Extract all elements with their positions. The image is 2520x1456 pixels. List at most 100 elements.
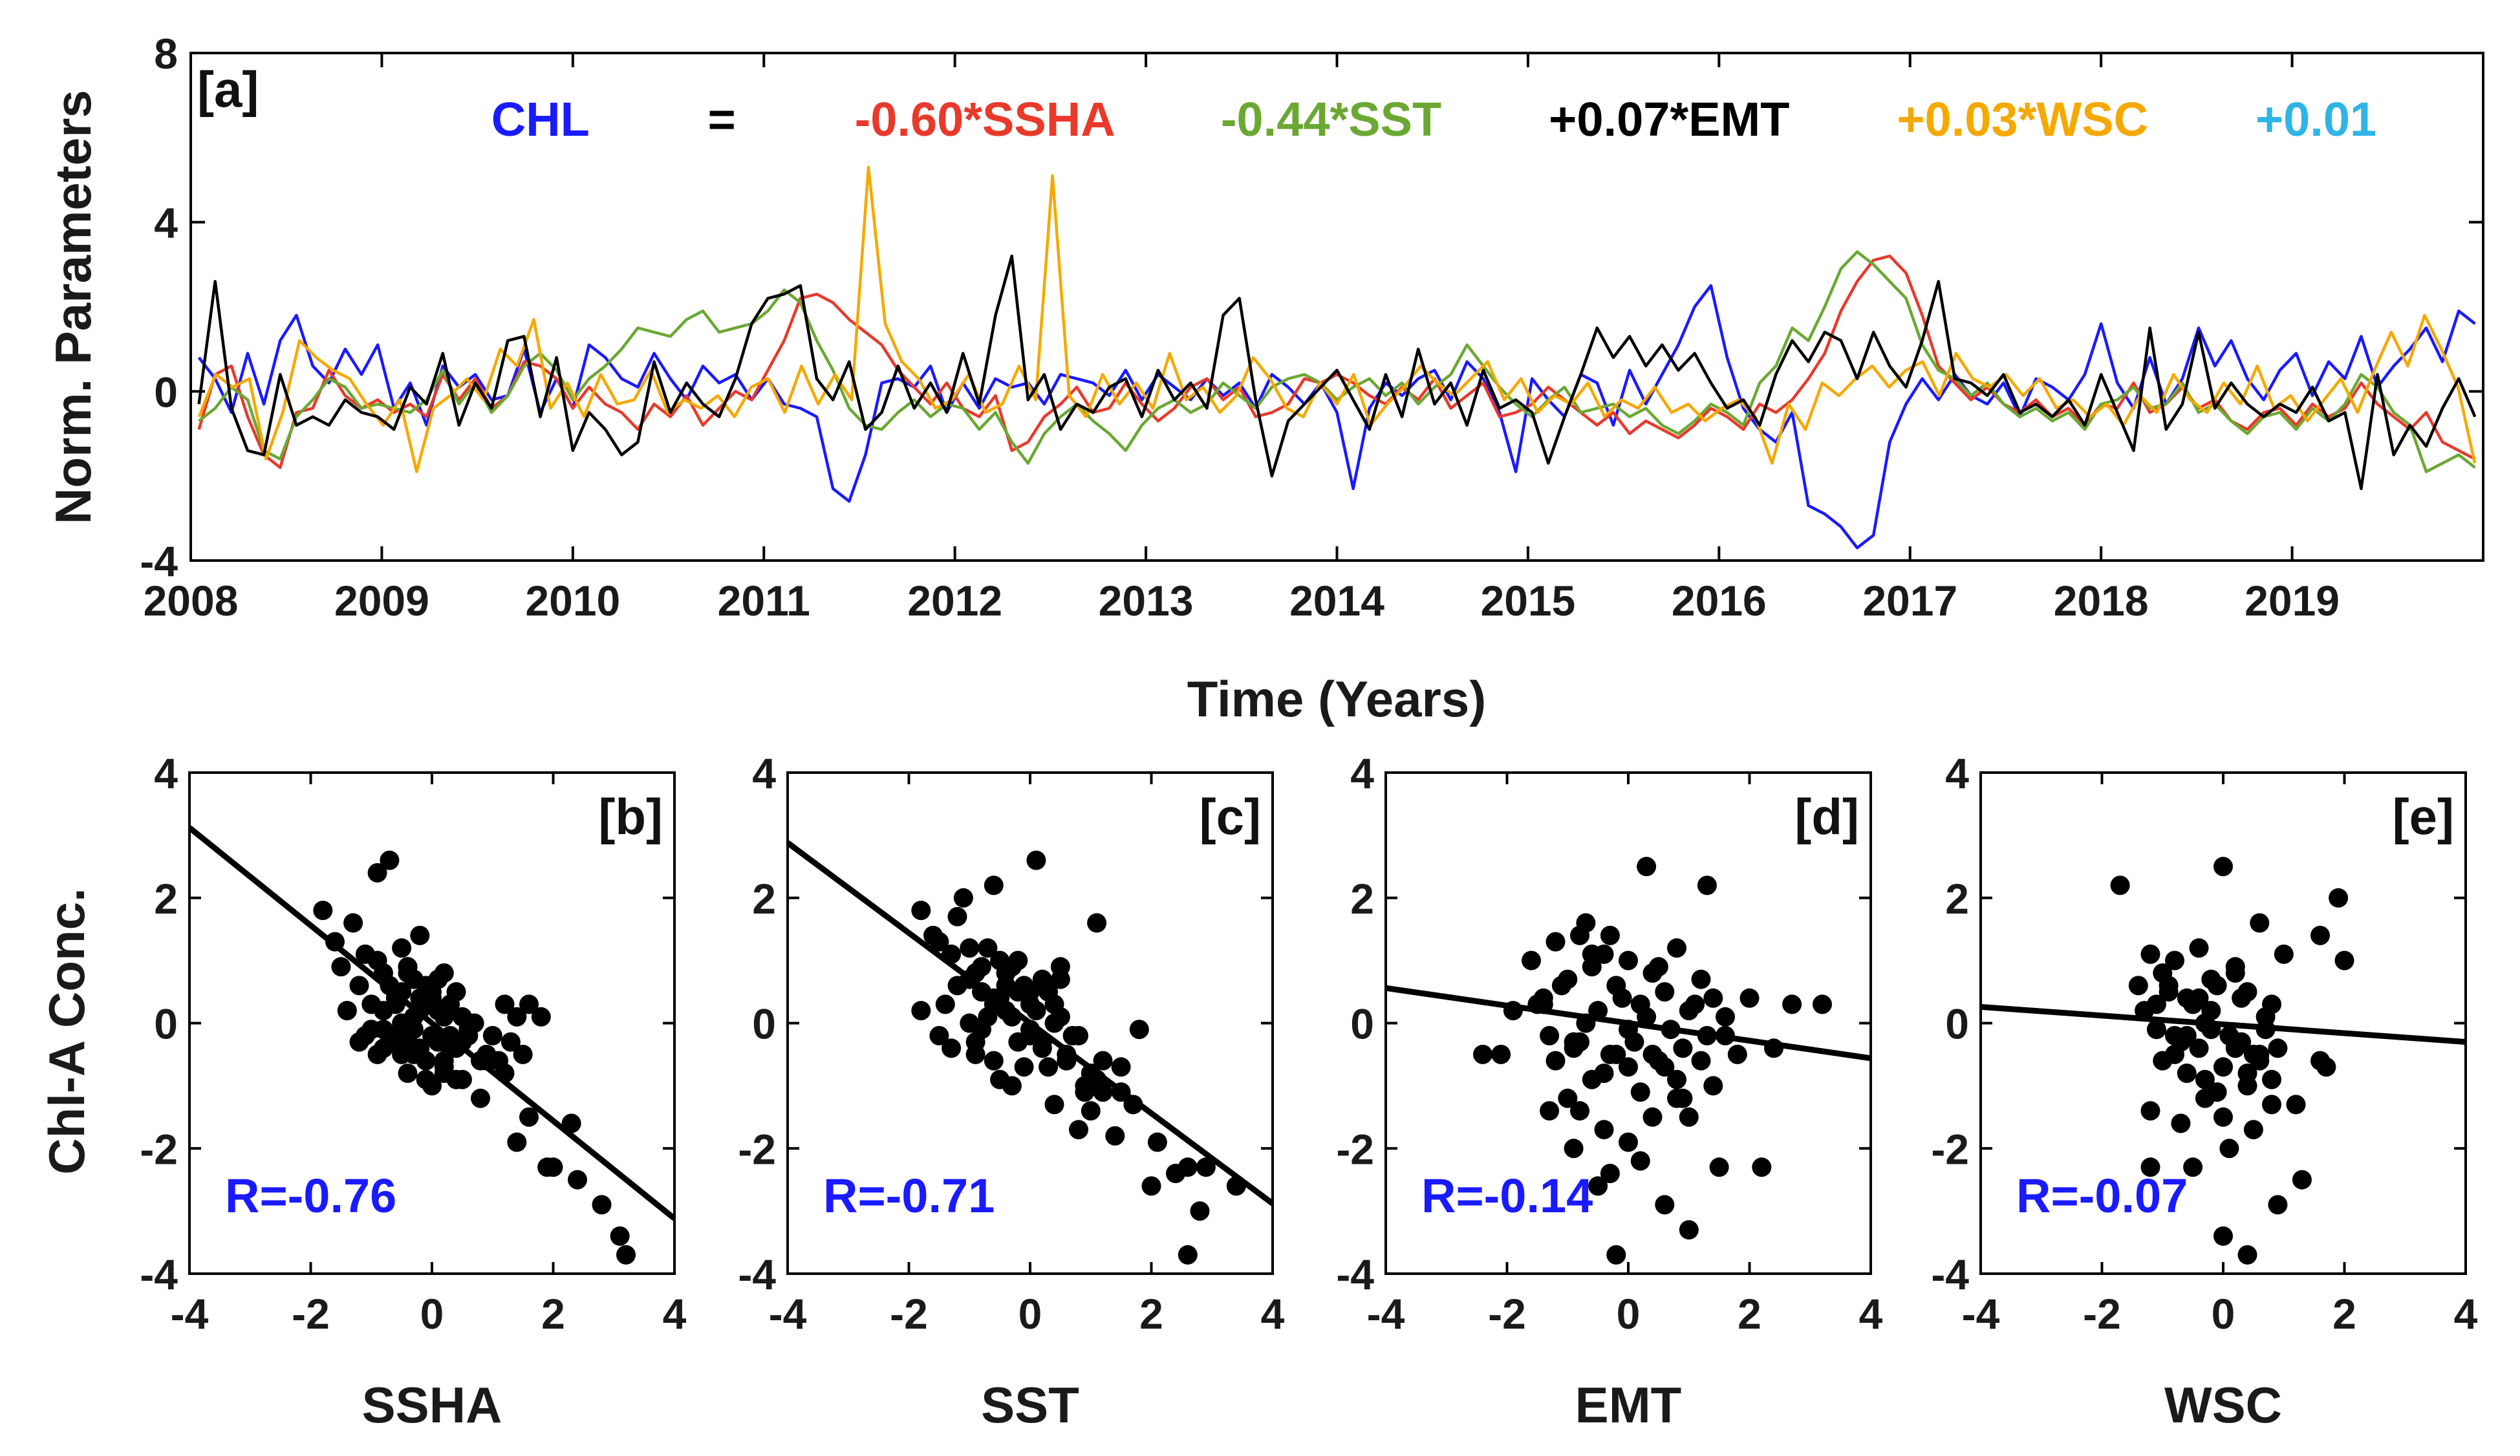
sst-scatter-point: [1111, 1057, 1131, 1077]
panel-a-xtick-label: 2018: [2054, 577, 2149, 625]
wsc-scatter-point: [2237, 1064, 2257, 1083]
ssha-xlabel: SSHA: [362, 1376, 502, 1433]
ssha-scatter-point: [392, 938, 412, 958]
emt-scatter-point: [1655, 982, 1675, 1002]
ssha-scatter-point: [349, 1032, 369, 1052]
emt-scatter-point: [1679, 1107, 1699, 1127]
emt-scatter-point: [1588, 1176, 1608, 1196]
panel-a-ytick-label: 8: [154, 30, 178, 78]
sst-scatter-point: [1008, 982, 1028, 1002]
wsc-scatter-point: [2232, 1032, 2252, 1052]
sst-ytick-label: -4: [738, 1250, 776, 1298]
ssha-regression-line: [189, 825, 674, 1221]
wsc-scatter-point: [2329, 888, 2349, 908]
emt-scatter-point: [1685, 994, 1705, 1014]
wsc-scatter-point: [2268, 1195, 2288, 1215]
ssha-scatter-point: [313, 901, 333, 921]
ssha-scatter-point: [374, 1020, 393, 1040]
sst-scatter-point: [1044, 1095, 1064, 1115]
sst-scatter-point: [1105, 1126, 1125, 1146]
ssha-xtick-label: -2: [292, 1290, 330, 1338]
ssha-xtick-label: 4: [663, 1290, 687, 1338]
sst-ytick-label: 0: [752, 1000, 776, 1048]
sst-xtick-label: -2: [890, 1290, 928, 1338]
panel-b-ssha-scatter: -4 -2 0 2 4 -4 -2 0 2 4 [b] R=-0.76 SSHA: [140, 749, 686, 1433]
emt-scatter-point: [1703, 988, 1723, 1008]
emt-scatter-point: [1564, 1032, 1584, 1052]
sst-scatter-point: [929, 1025, 949, 1045]
equation-term-intercept: +0.01: [2256, 92, 2376, 146]
ssha-panel-label: [b]: [598, 788, 663, 845]
sst-scatter-point: [1069, 1025, 1088, 1045]
sst-xlabel: SST: [981, 1376, 1079, 1433]
wsc-scatter-point: [2183, 1157, 2203, 1177]
emt-scatter-point: [1716, 1007, 1735, 1027]
wsc-scatter-point: [2177, 1064, 2197, 1083]
emt-scatter-point: [1637, 857, 1657, 877]
wsc-scatter-point: [2225, 963, 2245, 983]
wsc-scatter-point: [2110, 875, 2130, 895]
emt-ytick-label: 2: [1350, 875, 1374, 923]
sst-scatter-point: [978, 1007, 998, 1027]
emt-scatter-point: [1619, 950, 1638, 970]
emt-scatter-point: [1619, 1057, 1638, 1077]
emt-scatter-point: [1813, 994, 1832, 1014]
wsc-scatter-point: [2128, 976, 2148, 996]
panel-e-wsc-scatter: -4 -2 0 2 4 -4 -2 0 2 4 [e] R=-0.07 WSC: [1931, 749, 2477, 1433]
wsc-scatter-point: [2243, 1120, 2263, 1140]
wsc-scatter-point: [2262, 1069, 2281, 1089]
emt-scatter-point: [1551, 976, 1571, 996]
emt-scatter-point: [1752, 1157, 1772, 1177]
emt-scatter-point: [1570, 1101, 1589, 1121]
ssha-xtick-label: 0: [420, 1290, 444, 1338]
panel-a-xtick-label: 2008: [144, 577, 239, 625]
ssha-scatter-point: [610, 1226, 630, 1246]
emt-scatter-point: [1679, 1220, 1699, 1240]
ssha-ytick-label: 2: [154, 875, 178, 923]
ssha-r-label: R=-0.76: [225, 1169, 396, 1223]
emt-scatter-point: [1606, 1044, 1626, 1064]
sst-scatter-point: [960, 938, 980, 958]
wsc-scatter-point: [2140, 944, 2160, 964]
ssha-scatter-point: [513, 1044, 533, 1064]
ssha-scatter-point: [507, 1007, 527, 1027]
emt-xtick-label: 2: [1738, 1290, 1761, 1338]
emt-ytick-label: 4: [1350, 749, 1374, 797]
emt-r-label: R=-0.14: [1421, 1169, 1593, 1223]
equation-equals: =: [707, 92, 735, 146]
sst-scatter-points: [911, 850, 1246, 1265]
panel-a-xtick-label: 2017: [1862, 577, 1957, 625]
emt-xtick-label: -2: [1488, 1290, 1526, 1338]
sst-xtick-label: 4: [1261, 1290, 1285, 1338]
emt-scatter-point: [1782, 994, 1802, 1014]
sst-scatter-point: [1014, 1057, 1034, 1077]
ssha-scatter-point: [434, 1007, 454, 1027]
emt-scatter-point: [1697, 875, 1717, 895]
sst-xtick-label: -4: [769, 1290, 807, 1338]
emt-scatter-point: [1600, 925, 1620, 945]
wsc-r-label: R=-0.07: [2016, 1169, 2188, 1223]
wsc-panel-label: [e]: [2393, 788, 2454, 845]
emt-scatter-point: [1540, 1101, 1560, 1121]
emt-scatter-point: [1491, 1044, 1511, 1064]
sst-scatter-point: [1002, 1076, 1022, 1096]
wsc-scatter-points: [2110, 857, 2354, 1265]
panel-a-xtick-label: 2011: [718, 577, 810, 625]
panel-a-xtick-label: 2009: [334, 577, 429, 625]
wsc-scatter-point: [2334, 950, 2354, 970]
panel-a-x-ticks: 2008 2009 2010 2011 2012 2013 2014 2015 2016 2017…: [144, 53, 2340, 625]
emt-scatter-point: [1691, 1051, 1711, 1071]
emt-scatter-point: [1473, 1044, 1492, 1064]
panel-a-xtick-label: 2013: [1099, 577, 1194, 625]
wsc-scatter-point: [2213, 1057, 2233, 1077]
sst-scatter-point: [990, 950, 1010, 970]
emt-scatter-point: [1637, 1007, 1657, 1027]
ssha-scatter-point: [398, 957, 418, 977]
ssha-scatter-point: [349, 976, 369, 996]
wsc-scatter-point: [2310, 1051, 2330, 1071]
emt-scatter-point: [1564, 1139, 1584, 1159]
wsc-scatter-point: [2189, 938, 2209, 958]
sst-ytick-label: -2: [738, 1125, 776, 1173]
sst-scatter-point: [1020, 994, 1040, 1014]
panel-a-xtick-label: 2010: [525, 577, 620, 625]
